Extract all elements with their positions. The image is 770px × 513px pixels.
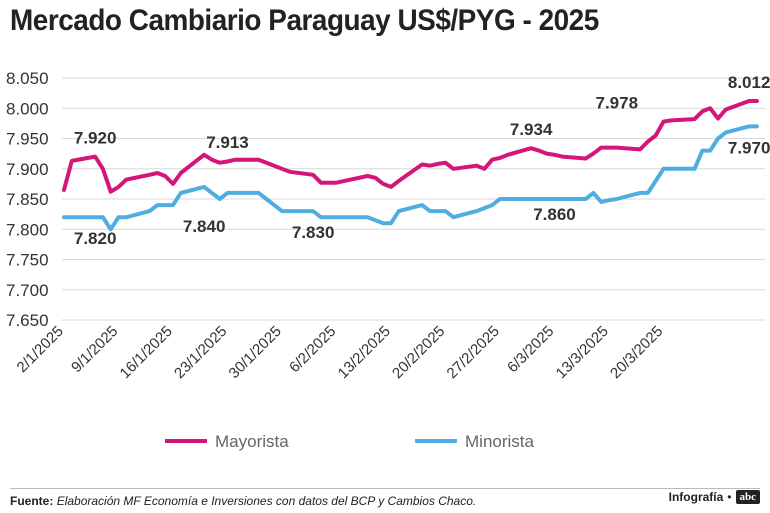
chart-title: Mercado Cambiario Paraguay US$/PYG - 202… bbox=[10, 4, 599, 37]
x-tick-label: 27/2/2025 bbox=[444, 323, 503, 382]
legend-label-minorista: Minorista bbox=[465, 432, 535, 451]
legend: Mayorista Minorista bbox=[165, 432, 535, 451]
x-tick-label: 2/1/2025 bbox=[14, 323, 67, 376]
footer-divider bbox=[10, 488, 760, 489]
data-label: 7.978 bbox=[596, 94, 639, 113]
x-tick-label: 9/1/2025 bbox=[68, 323, 121, 376]
data-label: 7.830 bbox=[292, 223, 335, 242]
x-axis-ticks: 2/1/2025 9/1/202516/1/202523/1/202530/1/2… bbox=[14, 323, 667, 382]
x-tick-label: 23/1/2025 bbox=[171, 323, 230, 382]
credit: Infografía • abc bbox=[669, 490, 760, 504]
series-lines bbox=[62, 99, 759, 232]
source-note: Fuente: Elaboración MF Economía e Invers… bbox=[10, 494, 476, 508]
x-tick-label: 16/1/2025 bbox=[117, 323, 176, 382]
data-labels: 7.920 7.913 7.934 7.978 8.012 7.820 7.840 7.830… bbox=[74, 73, 770, 248]
abc-logo: abc bbox=[735, 490, 760, 504]
y-tick-label: 8.050 bbox=[6, 69, 49, 88]
grid-lines bbox=[62, 77, 765, 321]
legend-label-mayorista: Mayorista bbox=[215, 432, 289, 451]
y-tick-label: 7.700 bbox=[6, 281, 49, 300]
data-label: 7.840 bbox=[183, 217, 226, 236]
y-tick-label: 7.750 bbox=[6, 251, 49, 270]
series-line-mayorista bbox=[62, 99, 759, 194]
line-chart: 7.650 7.700 7.750 7.800 7.850 7.900 7.950 8.000… bbox=[6, 69, 770, 451]
x-tick-label: 6/3/2025 bbox=[504, 323, 557, 376]
source-text: Elaboración MF Economía e Inversiones co… bbox=[56, 494, 477, 508]
y-tick-label: 8.000 bbox=[6, 99, 49, 118]
x-tick-label: 30/1/2025 bbox=[226, 323, 285, 382]
y-tick-label: 7.650 bbox=[6, 311, 49, 330]
credit-bullet: • bbox=[727, 490, 732, 504]
x-tick-label: 13/3/2025 bbox=[553, 323, 612, 382]
data-label: 7.934 bbox=[510, 120, 553, 139]
y-axis-ticks: 7.650 7.700 7.750 7.800 7.850 7.900 7.950 8.000… bbox=[6, 69, 49, 330]
data-label: 7.970 bbox=[728, 138, 770, 157]
data-label: 8.012 bbox=[728, 73, 770, 92]
data-label: 7.860 bbox=[533, 205, 576, 224]
credit-label: Infografía bbox=[668, 490, 724, 504]
y-tick-label: 7.800 bbox=[6, 220, 49, 239]
x-tick-label: 20/2/2025 bbox=[389, 323, 448, 382]
y-tick-label: 7.900 bbox=[6, 160, 49, 179]
series-line-minorista bbox=[62, 124, 759, 232]
data-label: 7.820 bbox=[74, 229, 117, 248]
y-tick-label: 7.850 bbox=[6, 190, 49, 209]
x-tick-label: 13/2/2025 bbox=[335, 323, 394, 382]
x-tick-label: 6/2/2025 bbox=[286, 323, 339, 376]
source-label: Fuente: bbox=[10, 494, 54, 508]
x-tick-label: 20/3/2025 bbox=[607, 323, 666, 382]
data-label: 7.913 bbox=[206, 133, 249, 152]
data-label: 7.920 bbox=[74, 129, 117, 148]
y-tick-label: 7.950 bbox=[6, 130, 49, 149]
